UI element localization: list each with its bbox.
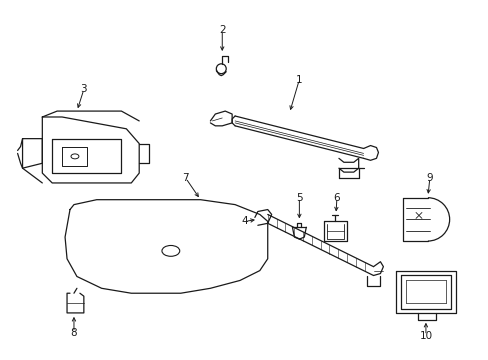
Text: 2: 2 (219, 25, 225, 35)
Text: 1: 1 (295, 75, 302, 85)
Text: 5: 5 (295, 193, 302, 203)
Text: 10: 10 (419, 330, 431, 341)
Text: 4: 4 (241, 216, 248, 226)
Text: 6: 6 (333, 193, 340, 203)
Text: 7: 7 (182, 173, 188, 183)
Text: 9: 9 (426, 173, 432, 183)
Text: 3: 3 (81, 84, 87, 94)
Text: 8: 8 (70, 328, 77, 338)
